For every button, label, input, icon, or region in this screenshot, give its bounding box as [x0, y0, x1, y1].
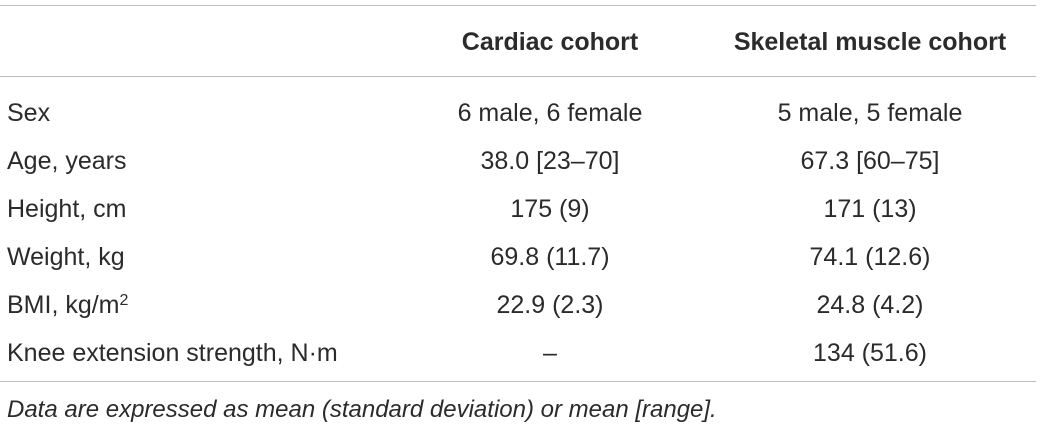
cardiac-value: – [543, 339, 557, 367]
header-rule [0, 76, 1036, 77]
header-skeletal-muscle-cohort: Skeletal muscle cohort [733, 28, 1007, 56]
table-row-bmi: BMI, kg/m2 22.9 (2.3) 24.8 (4.2) [0, 283, 1040, 331]
table-header-row: Cardiac cohort Skeletal muscle cohort [0, 20, 1040, 64]
row-label: Weight, kg [7, 243, 125, 271]
bottom-rule [0, 381, 1036, 382]
cardiac-value: 22.9 (2.3) [496, 291, 604, 319]
table-row-sex: Sex 6 male, 6 female 5 male, 5 female [0, 91, 1040, 139]
table-body: Sex 6 male, 6 female 5 male, 5 female Ag… [0, 91, 1040, 379]
header-cardiac-cohort: Cardiac cohort [461, 28, 639, 56]
row-label: BMI, kg/m2 [7, 291, 129, 319]
skeletal-value: 171 (13) [823, 195, 917, 223]
table-row-height: Height, cm 175 (9) 171 (13) [0, 187, 1040, 235]
cardiac-value: 38.0 [23–70] [480, 147, 620, 175]
row-label: Sex [7, 99, 51, 127]
row-label: Height, cm [7, 195, 127, 223]
skeletal-value: 67.3 [60–75] [800, 147, 940, 175]
top-rule [0, 5, 1036, 6]
skeletal-value: 24.8 (4.2) [816, 291, 924, 319]
table-row-age: Age, years 38.0 [23–70] 67.3 [60–75] [0, 139, 1040, 187]
cardiac-value: 69.8 (11.7) [490, 243, 610, 271]
cardiac-value: 175 (9) [510, 195, 590, 223]
row-label: Knee extension strength, N·m [7, 339, 338, 367]
cardiac-value: 6 male, 6 female [457, 99, 643, 127]
table-row-knee-extension: Knee extension strength, N·m – 134 (51.6… [0, 331, 1040, 379]
table-footnote: Data are expressed as mean (standard dev… [7, 396, 717, 423]
table-row-weight: Weight, kg 69.8 (11.7) 74.1 (12.6) [0, 235, 1040, 283]
row-label: Age, years [7, 147, 127, 175]
unit-superscript: 2 [119, 292, 129, 309]
skeletal-value: 5 male, 5 female [777, 99, 963, 127]
skeletal-value: 134 (51.6) [813, 339, 927, 367]
skeletal-value: 74.1 (12.6) [809, 243, 931, 271]
